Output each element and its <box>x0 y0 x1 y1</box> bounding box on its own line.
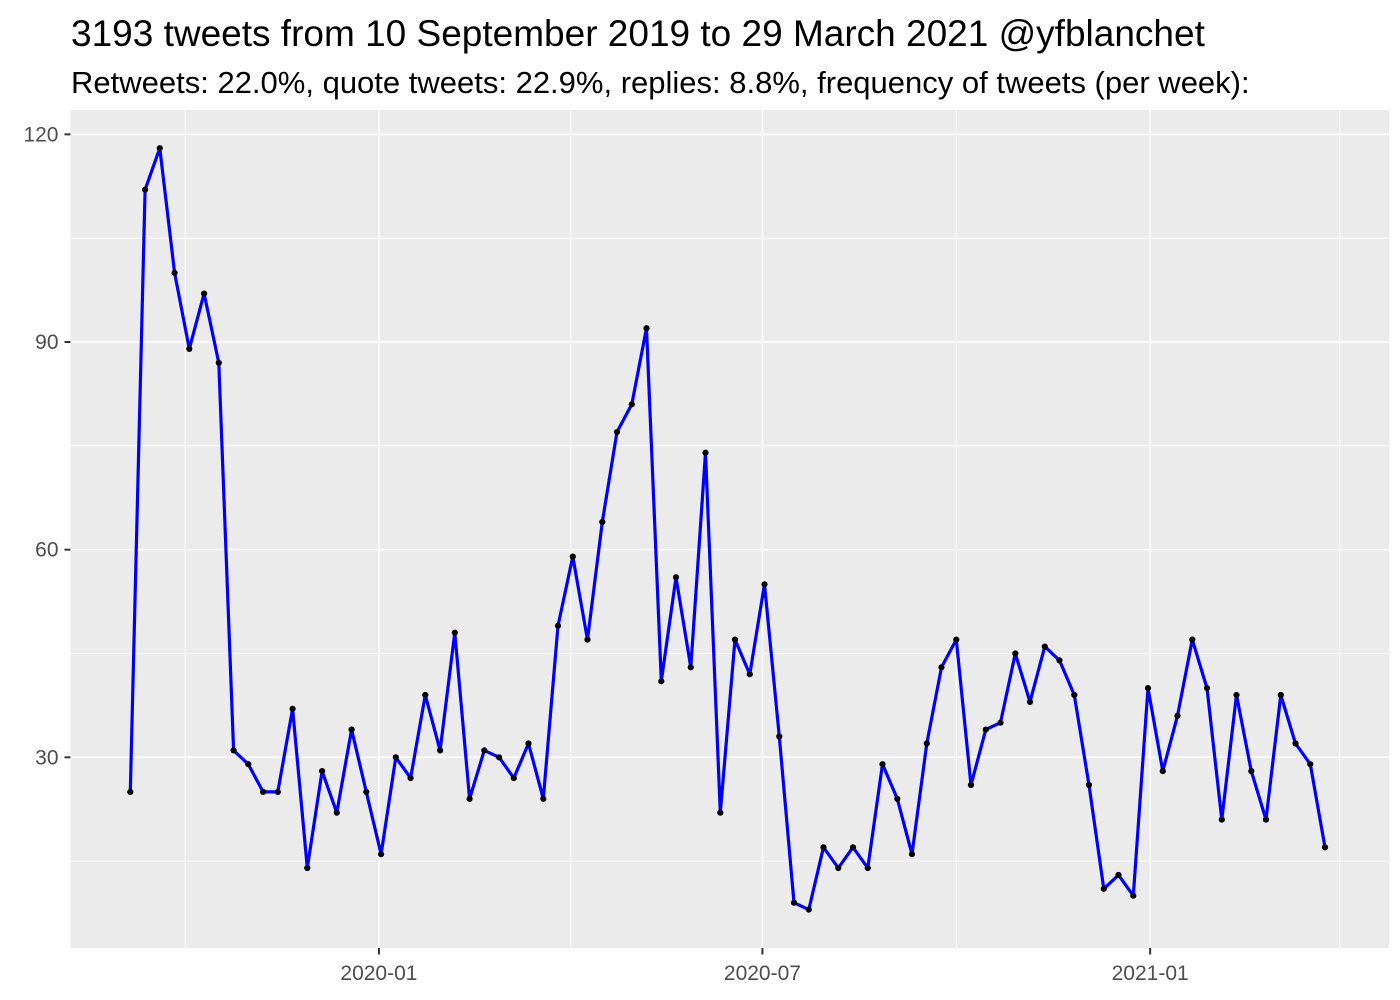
data-point <box>1218 816 1225 823</box>
data-point <box>525 740 532 747</box>
data-point <box>672 574 680 581</box>
plot-panel <box>70 110 1389 948</box>
data-point <box>569 553 576 560</box>
data-point <box>392 754 399 761</box>
data-point <box>496 754 503 761</box>
y-axis-label: 90 <box>35 331 58 354</box>
data-point <box>717 809 724 816</box>
data-point <box>451 629 458 636</box>
data-point <box>1026 698 1034 706</box>
y-axis-label: 120 <box>23 123 58 146</box>
data-point <box>466 795 473 802</box>
data-point <box>156 145 163 152</box>
data-point <box>289 705 296 712</box>
data-point <box>613 428 621 436</box>
data-point <box>1307 761 1314 768</box>
data-point <box>407 775 414 782</box>
data-point <box>481 747 488 754</box>
data-point <box>1100 885 1107 892</box>
data-point <box>274 788 281 796</box>
data-point <box>1277 691 1284 699</box>
data-point <box>1159 768 1166 775</box>
data-point <box>304 864 311 872</box>
data-point <box>997 719 1004 726</box>
x-axis-label: 2020-01 <box>340 962 417 985</box>
data-point <box>260 788 267 796</box>
data-point <box>215 359 222 366</box>
data-point <box>1248 768 1255 775</box>
data-points <box>127 145 1329 913</box>
data-point <box>731 636 739 643</box>
data-point <box>1292 740 1299 747</box>
data-point <box>348 726 355 733</box>
data-point <box>982 726 989 733</box>
data-point <box>1041 643 1048 650</box>
data-point <box>422 691 429 699</box>
data-point <box>894 795 901 802</box>
data-point <box>1056 657 1063 664</box>
tweet-frequency-line <box>128 146 1327 912</box>
data-point <box>599 518 606 526</box>
data-point <box>1233 691 1240 699</box>
major-gridlines <box>70 110 1389 948</box>
data-point <box>1085 781 1093 789</box>
data-point <box>1071 691 1078 699</box>
data-point <box>879 761 886 768</box>
data-point <box>1012 650 1019 657</box>
x-axis-label: 2021-01 <box>1112 962 1189 985</box>
data-point <box>1144 685 1152 692</box>
data-point <box>127 788 134 796</box>
data-point <box>186 345 193 352</box>
data-point <box>687 664 694 671</box>
data-point <box>142 186 149 193</box>
data-point <box>790 899 798 906</box>
data-point <box>643 325 650 332</box>
data-point <box>658 678 665 685</box>
data-point <box>540 795 547 802</box>
data-point <box>230 747 237 754</box>
data-point <box>953 636 960 643</box>
data-point <box>908 851 916 858</box>
data-point <box>510 775 517 782</box>
data-point <box>761 581 768 588</box>
data-point <box>554 622 562 629</box>
data-point <box>820 844 827 851</box>
data-point <box>1189 636 1196 643</box>
data-point <box>1115 871 1122 879</box>
data-point <box>776 733 783 740</box>
y-axis-label: 60 <box>35 539 58 562</box>
data-point <box>378 851 385 858</box>
data-point <box>849 844 857 851</box>
plot-subtitle: Retweets: 22.0%, quote tweets: 22.9%, re… <box>71 65 1250 100</box>
data-point <box>923 740 930 747</box>
data-point <box>171 269 178 276</box>
data-point <box>938 664 945 671</box>
data-point <box>245 761 252 768</box>
data-point <box>835 864 842 872</box>
data-point <box>437 747 444 754</box>
y-axis-label: 30 <box>35 746 58 769</box>
plot-title: 3193 tweets from 10 September 2019 to 29… <box>71 13 1205 54</box>
data-point <box>333 809 340 816</box>
data-point <box>805 906 812 913</box>
data-point <box>1130 892 1137 899</box>
data-point <box>363 788 370 796</box>
data-point <box>201 290 208 297</box>
minor-gridlines <box>70 110 1389 948</box>
data-point <box>319 768 326 775</box>
axis-ticks <box>64 133 1152 955</box>
data-point <box>702 449 709 456</box>
data-point <box>1321 844 1329 851</box>
data-point <box>584 636 591 643</box>
data-point <box>628 401 635 408</box>
x-axis-label: 2020-07 <box>724 962 801 985</box>
data-point <box>1174 712 1181 719</box>
data-point <box>746 671 753 678</box>
data-point <box>967 781 975 789</box>
data-point <box>1262 816 1270 823</box>
data-point <box>1203 685 1211 692</box>
data-point <box>864 864 871 872</box>
